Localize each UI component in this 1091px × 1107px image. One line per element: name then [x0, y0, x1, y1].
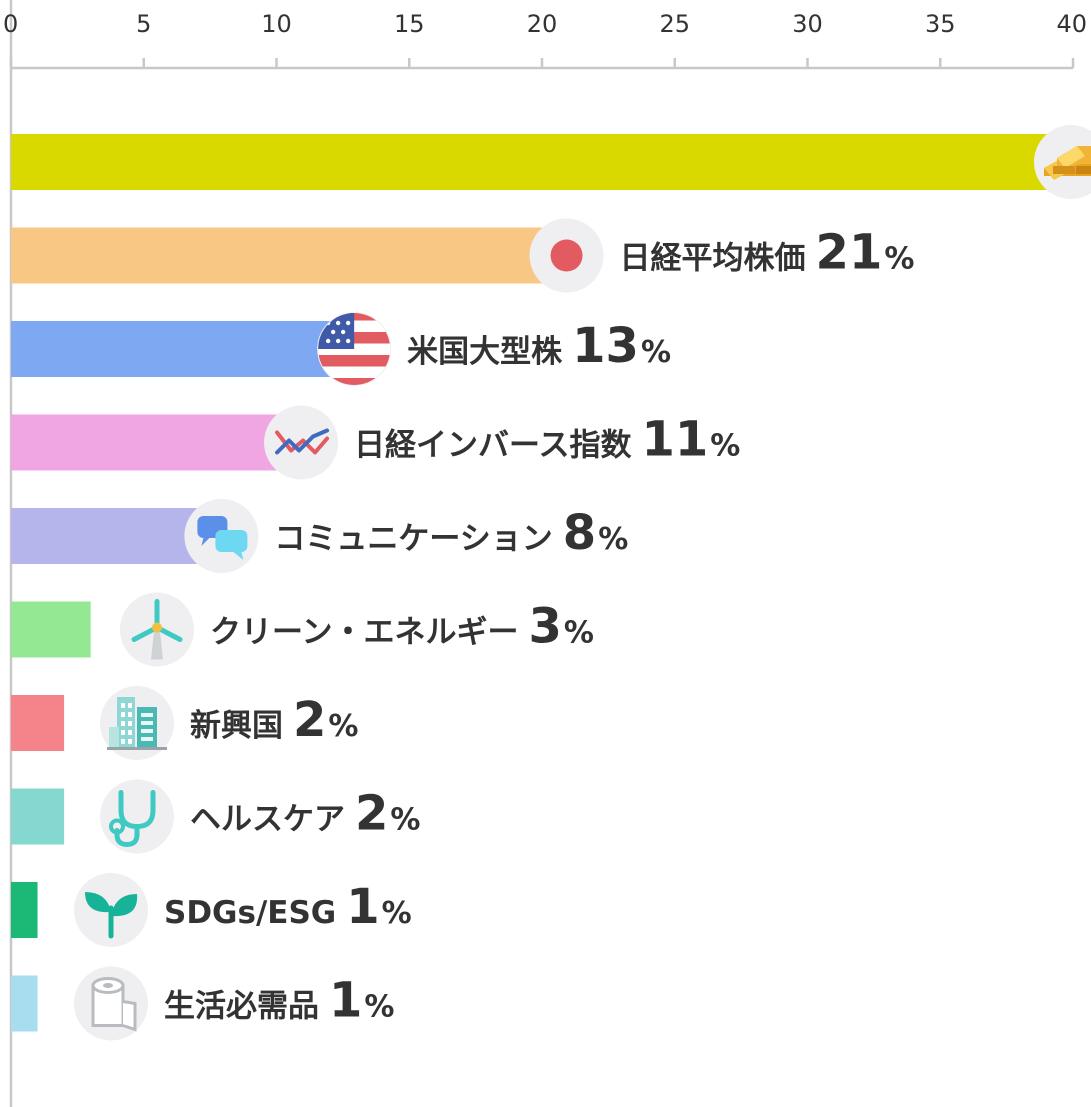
x-tick-label: 5 [136, 10, 151, 38]
bar [11, 601, 91, 658]
x-tick-label: 35 [925, 10, 956, 38]
bar-row: ヘルスケア 2% [11, 779, 420, 854]
category-label: 米国大型株 [407, 334, 563, 370]
value-unit: % [328, 709, 358, 744]
bar-row: 米国大型株 13% [11, 312, 671, 386]
bar [11, 227, 569, 284]
wind-turbine-icon [120, 592, 194, 667]
bar-row: SDGs/ESG 1% [11, 873, 412, 947]
category-label: SDGs/ESG [164, 895, 336, 931]
x-tick-label: 0 [3, 10, 18, 38]
value-label: 13 [572, 318, 639, 374]
bar-label: コミュニケーション 8% [274, 505, 628, 561]
x-tick-label: 15 [394, 10, 425, 38]
bar-row: コミュニケーション 8% [11, 499, 628, 573]
value-unit: % [364, 990, 394, 1025]
gold-bars-icon [1034, 125, 1091, 199]
bar [11, 321, 357, 377]
us-flag-icon [317, 312, 392, 386]
bar-label: 日経平均株価 21% [620, 225, 915, 281]
bar-row: 新興国 2% [11, 686, 358, 760]
stethoscope-icon [100, 779, 174, 854]
value-unit: % [564, 616, 594, 651]
bar-row: 生活必需品 1% [11, 966, 394, 1041]
bar [11, 414, 304, 471]
value-label: 11 [642, 412, 709, 468]
japan-flag-icon [529, 218, 604, 293]
value-label: 1 [346, 879, 379, 935]
bar [11, 695, 65, 751]
x-axis-ticks: 0 5 10 15 20 25 30 35 40 [3, 10, 1087, 68]
sprout-icon [74, 873, 148, 947]
x-tick-label: 40 [1056, 10, 1087, 38]
bars: 金（ゴールド）40%日経平均株価21%米国大型株13%日経インバース指数11%コ… [11, 125, 1091, 1041]
value-label: 3 [528, 599, 561, 655]
x-tick-label: 10 [261, 10, 292, 38]
value-label: 8 [563, 505, 596, 561]
speech-bubbles-icon [184, 499, 259, 573]
category-label: 生活必需品 [164, 989, 319, 1025]
x-tick-label: 25 [659, 10, 690, 38]
category-label: 日経インバース指数 [354, 428, 631, 464]
bar-label: 日経インバース指数 11% [354, 412, 740, 468]
value-unit: % [598, 522, 628, 557]
bar [11, 882, 38, 938]
x-tick-label: 30 [792, 10, 823, 38]
value-unit: % [390, 803, 420, 838]
bar-row: クリーン・エネルギー 3% [11, 592, 594, 667]
bar-row: 日経平均株価 21% [11, 218, 915, 293]
city-buildings-icon [100, 686, 174, 760]
inverse-index-chart-icon [264, 405, 339, 480]
bar [11, 788, 65, 845]
toilet-paper-icon [74, 966, 148, 1041]
value-unit: % [382, 896, 412, 931]
bar-label: 米国大型株 13% [407, 318, 671, 374]
bar-label: 生活必需品 1% [164, 973, 394, 1029]
bar [11, 975, 38, 1032]
bar-label: SDGs/ESG 1% [164, 879, 412, 935]
value-label: 21 [816, 225, 883, 281]
value-unit: % [641, 335, 671, 370]
category-label: コミュニケーション [274, 521, 552, 557]
bar-label: クリーン・エネルギー 3% [210, 599, 594, 655]
category-label: 日経平均株価 [620, 241, 806, 277]
bar-row: 金（ゴールド）40% [11, 125, 1091, 199]
value-label: 2 [293, 692, 326, 748]
bar-label: 新興国 2% [190, 692, 358, 748]
category-label: ヘルスケア [190, 802, 345, 838]
value-unit: % [710, 429, 740, 464]
bar [11, 134, 1073, 190]
x-tick-label: 20 [527, 10, 558, 38]
value-label: 1 [329, 973, 362, 1029]
value-label: 2 [355, 786, 388, 842]
bar-row: 日経インバース指数 11% [11, 405, 740, 480]
bar-label: ヘルスケア 2% [190, 786, 420, 842]
value-unit: % [884, 242, 914, 277]
category-label: クリーン・エネルギー [210, 615, 518, 651]
category-label: 新興国 [190, 708, 283, 744]
